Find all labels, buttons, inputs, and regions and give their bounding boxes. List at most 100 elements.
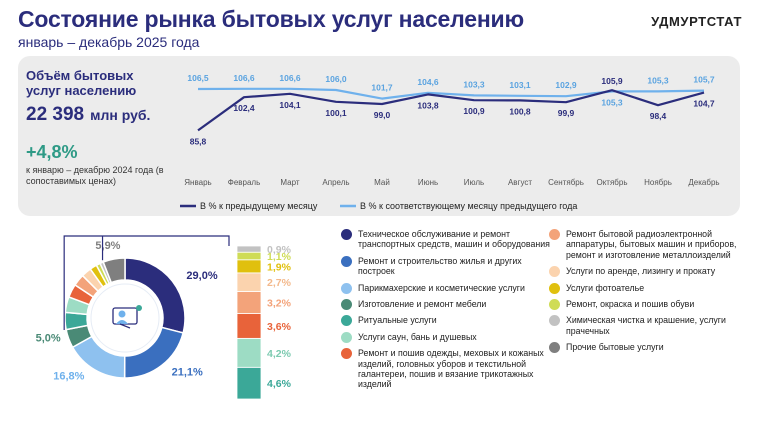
page-title: Состояние рынка бытовых услуг населению [18,6,524,32]
legend-color-dot [341,229,352,240]
legend-color-dot [341,255,352,267]
legend-label: Услуги по аренде, лизингу и прокату [566,266,716,277]
stacked-bar-segment [236,259,262,274]
page-subtitle: январь – декабрь 2025 года [18,34,200,50]
data-label-prev-month: 100,9 [463,106,485,116]
legend-item: Ремонт бытовой радиоэлектронной аппарату… [549,229,760,260]
stacked-bar-pct-label: 2,7% [267,277,292,289]
stacked-bar-pct-label: 3,6% [267,321,292,333]
legend-label: Ритуальные услуги [358,315,437,326]
volume-label: Объём бытовых услуг населению [26,68,137,98]
stacked-bar-pct-label: 0,9% [267,244,292,256]
stacked-bar-segment [236,366,262,400]
x-tick-label: Июнь [418,178,438,187]
legend-item: Парикмахерские и косметические услуги [341,282,556,294]
data-label-prev-month: 100,8 [509,106,531,116]
group-bracket [63,235,230,331]
data-label-prev-month: 104,1 [279,100,301,110]
legend-label: Техническое обслуживание и ремонт трансп… [358,229,550,250]
legend-label: Ремонт и пошив одежды, меховых и кожаных… [358,348,544,390]
donut-pct-label: 29,0% [186,270,217,282]
legend-item: Ремонт, окраска и пошив обуви [549,299,760,311]
summary-panel [18,56,740,216]
legend-item: Изготовление и ремонт мебели [341,299,556,311]
data-label-prev-month: 100,1 [325,108,347,118]
data-label-prev-year: 105,7 [693,75,715,85]
donut-pct-label: 21,1% [172,367,203,379]
stacked-bar-segment [236,245,262,253]
x-tick-label: Август [508,178,532,187]
data-label-prev-year: 101,7 [371,83,393,93]
legend-item: Услуги фотоателье [549,282,760,294]
data-label-prev-year: 106,0 [325,74,347,84]
donut-slice [102,257,126,284]
stacked-bar-pct-label: 1,1% [267,251,292,263]
stacked-bar-pct-label: 3,2% [267,298,292,310]
data-label-prev-year: 106,6 [233,73,255,83]
legend-item: Услуги саун, бань и душевых [341,331,556,343]
legend-item: Услуги по аренде, лизингу и прокату [549,266,760,278]
legend-label: Парикмахерские и косметические услуги [358,282,525,293]
legend-color-dot [341,282,352,294]
legend-item: Ремонт и строительство жилья и других по… [341,255,556,277]
data-label-prev-year: 106,6 [279,73,301,83]
legend-color-dot [549,315,560,327]
series-line-1 [197,89,705,132]
stacked-bar-segment [236,291,262,314]
data-label-prev-year: 102,9 [555,80,577,90]
stacked-bar-segment [236,272,262,292]
stacked-bar-segment [236,337,262,368]
legend-color-dot [549,342,560,354]
legend-item: Техническое обслуживание и ремонт трансп… [341,229,556,250]
x-tick-label: Сентябрь [548,178,584,187]
legend-color-dot [549,229,560,240]
volume-number: 22 398 [26,104,85,125]
donut-center [90,283,160,353]
stacked-bar-pct-label: 4,6% [267,378,292,390]
legend-color-dot [341,331,352,343]
legend-color-dot [549,282,560,294]
data-label-prev-year: 103,1 [509,80,531,90]
data-label-prev-month: 85,8 [190,136,207,146]
structure-legend-right: Ремонт бытовой радиоэлектронной аппарату… [549,229,760,359]
donut-pct-label-other: 5,9% [95,240,120,252]
stacked-bar-segment [236,251,262,261]
data-label-prev-month: 99,0 [374,110,391,120]
legend-label: Ремонт бытовой радиоэлектронной аппарату… [566,229,737,260]
legend-label: Услуги фотоателье [566,282,645,293]
data-label-prev-month: 104,7 [693,99,715,109]
x-tick-label: Ноябрь [644,178,672,187]
person-body-icon [116,320,128,324]
data-label-prev-year: 104,6 [417,77,439,87]
x-tick-label: Апрель [322,178,349,187]
x-tick-label: Декабрь [688,178,719,187]
legend-label: Химическая чистка и крашение, услуги пра… [566,315,726,336]
legend-label: Прочие бытовые услуги [566,342,664,353]
data-label-prev-month: 103,8 [417,100,439,110]
x-tick-label: Февраль [228,178,261,187]
x-tick-label: Июль [464,178,484,187]
legend-item: Ритуальные услуги [341,315,556,327]
growth-note: к январю – декабрю 2024 года (в сопостав… [26,165,164,186]
x-tick-label: Май [374,178,390,187]
data-label-prev-month: 102,4 [233,103,255,113]
data-label-prev-year: 103,3 [463,79,485,89]
legend-color-dot [549,299,560,311]
legend-color-dot [341,348,352,360]
donut-pct-label: 5,0% [36,333,61,345]
stacked-bar-pct-label: 4,2% [267,348,292,360]
x-tick-label: Октябрь [596,178,627,187]
legend-color-dot [341,315,352,327]
stacked-bar-pct-label: 1,9% [267,261,292,273]
data-label-prev-month: 98,4 [650,111,667,121]
volume-value: 22 398 млн руб. [26,104,150,126]
series-line-2 [197,87,705,100]
brand-logo: УДМУРТСТАТ [651,14,742,29]
data-label-prev-year: 106,5 [187,73,209,83]
monitor-stand-icon [119,323,131,329]
x-tick-label: Март [280,178,299,187]
legend-color-dot [341,299,352,311]
x-tick-label: Январь [184,178,211,187]
